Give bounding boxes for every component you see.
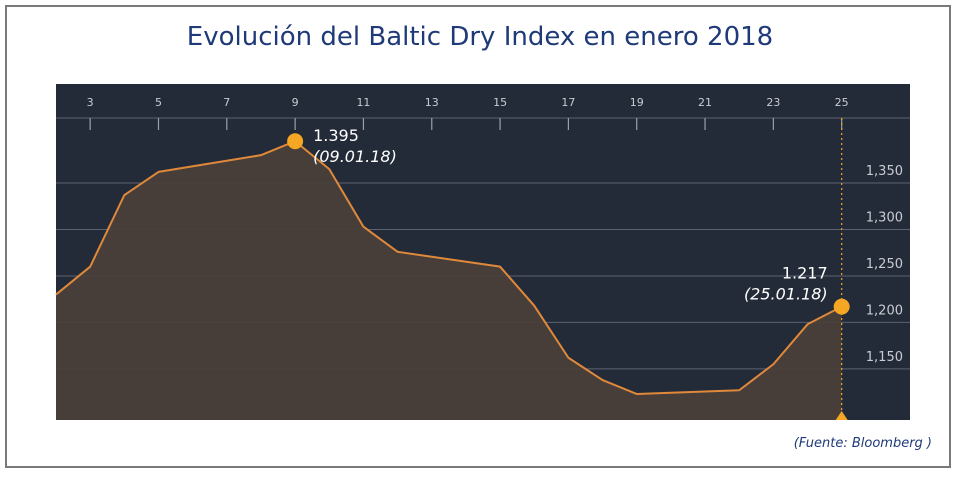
x-tick-label: 3 [87,96,94,109]
x-tick-label: 19 [630,96,644,109]
y-tick-label: 1,250 [866,257,903,272]
x-tick-label: 17 [561,96,575,109]
annotation-value: 1.395 [313,126,359,145]
y-tick-label: 1,150 [866,350,903,365]
y-tick-label: 1,300 [866,211,903,226]
annotation-date: (25.01.18) [744,285,828,304]
annotation-date: (09.01.18) [313,147,397,166]
y-tick-label: 1,200 [866,303,903,318]
chart-source: (Fuente: Bloomberg ) [793,436,932,451]
current-date-pointer [835,411,848,420]
x-tick-label: 21 [698,96,712,109]
annotation-marker [287,133,304,150]
x-tick-label: 9 [292,96,299,109]
x-tick-label: 7 [223,96,230,109]
x-tick-label: 11 [356,96,370,109]
annotation-value: 1.217 [782,264,828,283]
x-tick-label: 13 [425,96,439,109]
x-tick-label: 15 [493,96,507,109]
x-tick-label: 25 [835,96,849,109]
chart-title: Evolución del Baltic Dry Index en enero … [186,22,774,52]
x-tick-label: 23 [766,96,780,109]
series-line [55,140,843,395]
y-tick-label: 1,350 [866,164,903,179]
annotation-marker [833,298,850,315]
area-fill [56,141,842,420]
x-tick-label: 5 [155,96,162,109]
